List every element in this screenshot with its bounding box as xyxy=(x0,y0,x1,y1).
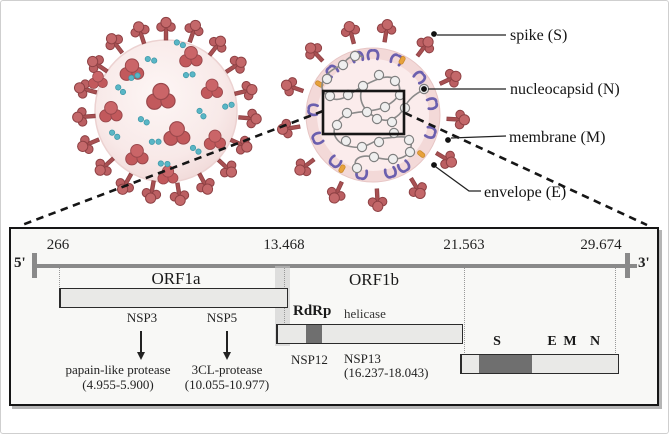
guide-266 xyxy=(59,268,60,289)
guide-29674 xyxy=(615,268,616,355)
papain-protease-name: papain-like protease xyxy=(65,362,171,377)
right-virion xyxy=(275,17,471,213)
n-gene-label: N xyxy=(589,334,601,349)
genome-map-panel: 5' 3' 266 13.468 21.563 29.674 ORF1a NSP… xyxy=(9,227,659,406)
e-gene-label: E xyxy=(547,334,557,349)
orf1a-segment xyxy=(60,289,112,307)
nsp13-range: (16.237-18.043) xyxy=(344,365,429,380)
left-virion xyxy=(71,16,263,208)
nsp5-label: NSP5 xyxy=(206,310,238,325)
nsp13-annotation: NSP13 (16.237-18.043) xyxy=(344,352,429,380)
spike-label: spike (S) xyxy=(510,27,568,44)
3cl-protease-name: 3CL-protease xyxy=(191,362,263,377)
3cl-protease-range: (10.055-10.977) xyxy=(184,377,270,392)
tick-29674: 29.674 xyxy=(580,237,622,253)
orf1b-label: ORF1b xyxy=(348,270,400,289)
zoom-rectangle xyxy=(321,89,406,136)
m-gene-label: M xyxy=(563,334,577,349)
orf1b-segment xyxy=(277,325,304,343)
three-prime-label: 3' xyxy=(638,255,650,271)
genome-axis xyxy=(36,264,637,268)
nucleocapsid-beads xyxy=(321,50,430,174)
nsp13-label: NSP13 xyxy=(344,351,381,366)
papain-protease-annotation: papain-like protease (4.955-5.900) xyxy=(65,362,170,392)
rdrp-label: RdRp xyxy=(293,303,332,319)
envelope-label: envelope (E) xyxy=(484,184,567,201)
tick-266: 266 xyxy=(46,237,70,253)
structural-segment xyxy=(461,355,471,373)
orf1a-bar xyxy=(59,288,288,308)
s-gene-label: S xyxy=(493,334,501,349)
orf1a-label: ORF1a xyxy=(151,269,201,288)
nsp3-arrow xyxy=(140,331,142,352)
axis-right-cap xyxy=(625,253,630,278)
right-virion-envelope-proteins xyxy=(315,55,426,173)
guide-21563 xyxy=(464,268,465,355)
dashed-connector-right xyxy=(404,111,648,227)
axis-left-cap xyxy=(32,253,37,278)
nsp5-arrow-head xyxy=(222,352,231,360)
nsp3-label: NSP3 xyxy=(126,310,158,325)
dashed-connector-left xyxy=(21,109,324,227)
five-prime-label: 5' xyxy=(14,255,26,271)
helicase-label: helicase xyxy=(344,306,386,321)
nsp12-label: NSP12 xyxy=(291,352,328,367)
membrane-label: membrane (M) xyxy=(509,129,606,146)
virion-illustrations xyxy=(21,16,648,227)
structural-genes-bar xyxy=(460,354,619,374)
orf1b-bar xyxy=(276,324,463,344)
nsp3-arrow-head xyxy=(136,352,145,360)
nsp5-arrow xyxy=(226,331,228,352)
membrane-leader-line xyxy=(450,135,507,139)
papain-protease-range: (4.955-5.900) xyxy=(82,377,154,392)
tick-21563: 21.563 xyxy=(443,237,485,253)
envelope-leader-line xyxy=(435,166,481,192)
3cl-protease-annotation: 3CL-protease (10.055-10.977) xyxy=(185,362,270,392)
label-leader-lines xyxy=(428,34,507,192)
leader-dots xyxy=(421,31,451,168)
nucleocapsid-label: nucleocapsid (N) xyxy=(510,81,620,98)
tick-13468: 13.468 xyxy=(263,237,305,253)
